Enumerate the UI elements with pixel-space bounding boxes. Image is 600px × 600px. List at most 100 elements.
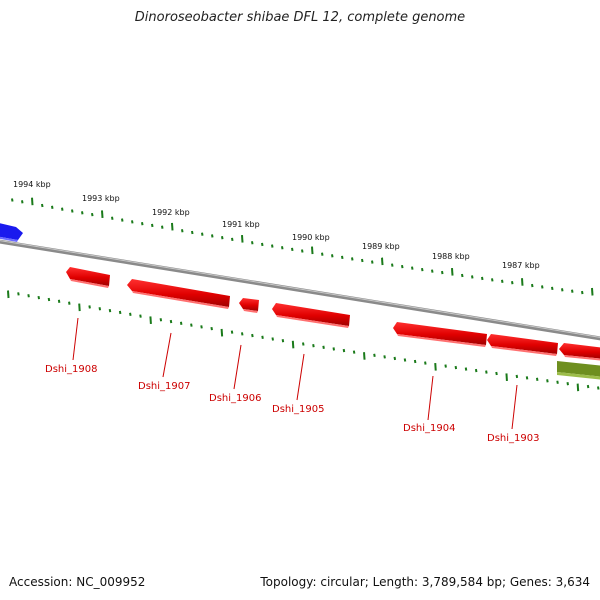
inner-major-tick xyxy=(363,352,366,360)
gene-arrow-layer xyxy=(66,267,600,361)
inner-minor-tick xyxy=(424,361,427,365)
outer-minor-tick xyxy=(161,225,164,229)
outer-minor-tick xyxy=(71,209,74,213)
outer-minor-tick xyxy=(471,275,474,279)
inner-minor-tick xyxy=(118,310,122,315)
outer-minor-tick xyxy=(111,216,114,220)
inner-major-tick xyxy=(576,383,580,392)
inner-minor-tick xyxy=(312,343,315,348)
outer-minor-tick xyxy=(231,237,234,242)
outer-major-tick xyxy=(101,210,104,219)
outer-minor-tick xyxy=(91,212,94,217)
blue-feature[interactable] xyxy=(0,222,23,240)
kbp-label: 1994 kbp xyxy=(13,180,51,189)
outer-major-tick xyxy=(171,222,174,231)
gene-arrow-dshi-1903[interactable] xyxy=(487,334,558,354)
gene-arrow-dshi-1907-shadow xyxy=(132,291,229,309)
gene-arrow-dshi-1904[interactable] xyxy=(393,322,487,345)
outer-minor-tick xyxy=(401,264,404,269)
inner-minor-tick xyxy=(179,321,183,325)
outer-minor-tick xyxy=(531,283,534,288)
gene-arrow-dshi-1908-shadow xyxy=(70,279,109,288)
inner-minor-tick xyxy=(444,364,447,368)
outer-minor-tick xyxy=(461,273,464,278)
outer-minor-tick xyxy=(251,241,254,245)
outer-minor-tick xyxy=(191,230,194,235)
outer-minor-tick xyxy=(41,203,44,208)
gene-arrow-dshi-1908[interactable] xyxy=(66,267,110,286)
gene-arrow-dshi-1905[interactable] xyxy=(272,303,350,326)
olive-feature[interactable] xyxy=(557,361,600,377)
inner-minor-tick xyxy=(108,308,112,313)
gene-arrow-partial-right[interactable] xyxy=(559,343,600,359)
gene-arrow-dshi-1905-shadow xyxy=(276,315,349,328)
outer-major-tick xyxy=(521,278,524,286)
outer-minor-tick xyxy=(341,255,344,260)
inner-minor-tick xyxy=(485,370,488,374)
inner-minor-tick xyxy=(332,347,336,351)
outer-minor-tick xyxy=(351,257,354,261)
gene-arrow-partial-right-shadow xyxy=(564,355,600,361)
outer-minor-tick xyxy=(331,254,334,258)
inner-minor-tick xyxy=(403,358,407,362)
outer-minor-tick xyxy=(441,270,444,275)
inner-minor-tick xyxy=(17,292,20,296)
inner-minor-tick xyxy=(352,350,356,354)
inner-minor-tick xyxy=(281,339,285,343)
gene-label-dshi-1908[interactable]: Dshi_1908 xyxy=(45,364,97,375)
inner-minor-tick xyxy=(169,319,173,324)
kbp-label: 1990 kbp xyxy=(292,233,330,242)
inner-minor-tick xyxy=(210,326,213,331)
map-title: Dinoroseobacter shibae DFL 12, complete … xyxy=(134,10,466,25)
inner-minor-tick xyxy=(129,312,132,316)
inner-major-tick xyxy=(220,328,224,337)
outer-minor-tick xyxy=(431,269,434,273)
kbp-label: 1989 kbp xyxy=(362,242,400,251)
gene-arrow-dshi-1904-shadow xyxy=(397,334,486,347)
gene-arrow-dshi-1906[interactable] xyxy=(239,298,259,311)
inner-minor-tick xyxy=(373,353,376,357)
kbp-label: 1992 kbp xyxy=(152,208,190,217)
leader-line-dshi-1903 xyxy=(511,384,518,430)
inner-minor-tick xyxy=(322,345,325,349)
inner-minor-tick xyxy=(240,332,244,336)
outer-minor-tick xyxy=(81,211,84,215)
outer-minor-tick xyxy=(481,276,484,281)
topology-text: Topology: circular; Length: 3,789,584 bp… xyxy=(260,575,590,589)
inner-minor-tick xyxy=(454,365,458,370)
gene-label-dshi-1904[interactable]: Dshi_1904 xyxy=(403,423,455,434)
inner-major-tick xyxy=(78,303,81,312)
inner-minor-tick xyxy=(464,367,468,371)
inner-minor-tick xyxy=(261,335,264,339)
leader-line-dshi-1908 xyxy=(72,317,79,361)
genome-backbone xyxy=(0,239,600,341)
inner-minor-tick xyxy=(302,342,305,346)
inner-minor-tick xyxy=(586,384,590,389)
inner-minor-tick xyxy=(383,355,386,359)
kbp-label: 1987 kbp xyxy=(502,261,540,270)
gene-arrow-dshi-1903-shadow xyxy=(491,346,557,356)
gene-label-dshi-1905[interactable]: Dshi_1905 xyxy=(272,404,324,415)
outer-minor-tick xyxy=(131,220,134,224)
outer-minor-tick xyxy=(121,218,124,222)
outer-minor-tick xyxy=(51,205,54,210)
outer-minor-tick xyxy=(301,249,304,253)
leader-line-dshi-1906 xyxy=(233,344,242,390)
gene-label-layer: Dshi_1908 Dshi_1907 Dshi_1906 Dshi_1905 … xyxy=(45,317,539,444)
gene-label-dshi-1906[interactable]: Dshi_1906 xyxy=(209,393,261,404)
gene-label-dshi-1903[interactable]: Dshi_1903 xyxy=(487,433,539,444)
outer-minor-tick xyxy=(221,236,224,240)
gene-label-dshi-1907[interactable]: Dshi_1907 xyxy=(138,381,190,392)
outer-minor-tick xyxy=(541,285,544,289)
outer-minor-tick xyxy=(261,242,264,247)
outer-major-tick xyxy=(31,197,34,206)
outer-minor-tick xyxy=(501,279,504,283)
gene-arrow-dshi-1907[interactable] xyxy=(127,279,230,307)
inner-minor-tick xyxy=(556,380,559,384)
inner-major-tick xyxy=(434,362,437,371)
outer-major-tick xyxy=(591,287,594,296)
outer-minor-tick xyxy=(21,200,24,204)
inner-minor-tick xyxy=(37,295,41,300)
inner-minor-tick xyxy=(413,359,417,364)
